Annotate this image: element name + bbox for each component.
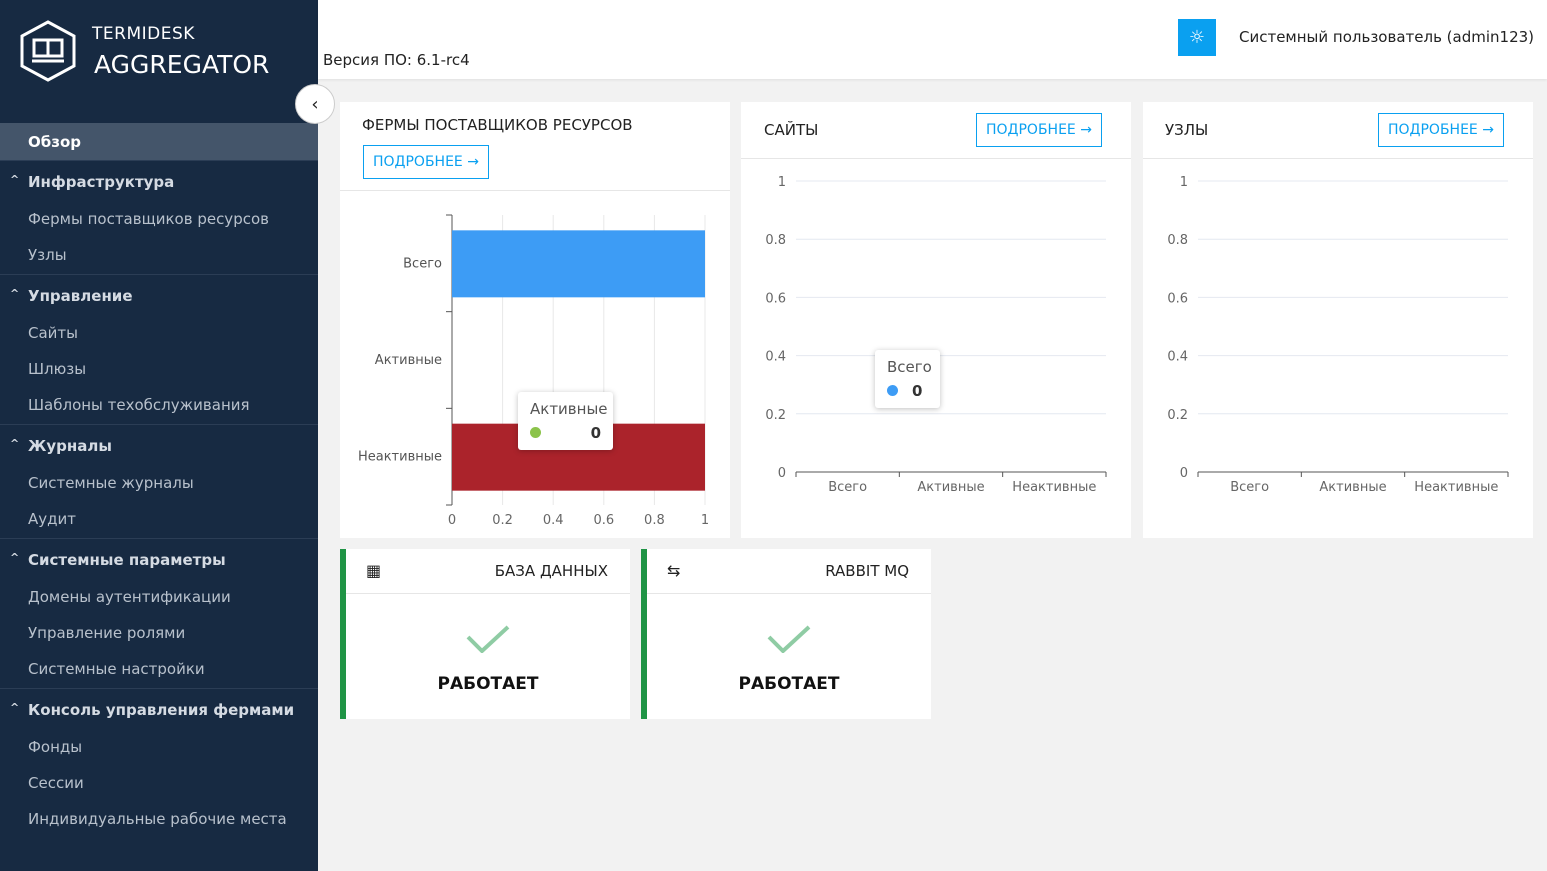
sidebar-item[interactable]: Домены аутентификации <box>28 588 231 606</box>
y-category-label: Неактивные <box>358 450 442 465</box>
swap-arrows-icon: ⇆ <box>667 561 681 580</box>
user-menu[interactable]: Системный пользователь (admin123) ⌄ <box>1239 28 1547 46</box>
y-tick-label: 0 <box>778 466 786 481</box>
farms-chart: 0 0.2 0.4 0.6 0.8 1 Всего Активные Неактивные <box>358 214 709 528</box>
logo-icon <box>20 20 76 82</box>
y-tick-label: 0.8 <box>765 233 786 248</box>
chevron-left-icon: ‹ <box>311 93 319 115</box>
user-name: Системный пользователь (admin123) <box>1239 28 1535 46</box>
database-icon: ▦ <box>366 561 382 580</box>
sidebar-group[interactable]: ^ Системные параметры <box>0 538 318 580</box>
y-tick-label: 0.2 <box>765 408 786 423</box>
x-tick-label: 1 <box>701 513 709 528</box>
y-tick-label: 0.6 <box>765 291 786 306</box>
sidebar-nav: Обзор ^ Инфраструктура Фермы поставщиков р… <box>0 123 318 838</box>
divider <box>1143 158 1533 159</box>
check-icon <box>767 625 811 653</box>
sidebar-item[interactable]: Фонды <box>28 738 83 756</box>
x-tick-label: 0.4 <box>543 513 564 528</box>
y-tick-label: 1 <box>778 175 786 190</box>
sidebar-item[interactable]: Узлы <box>28 246 67 264</box>
sites-details-button[interactable]: ПОДРОБНЕЕ → <box>976 113 1102 147</box>
sidebar-item[interactable]: Шаблоны техобслуживания <box>28 396 250 414</box>
arrow-right-icon: → <box>1482 122 1494 138</box>
sidebar-group[interactable]: ^ Журналы <box>0 424 318 466</box>
check-icon <box>466 625 510 653</box>
chevron-up-icon: ^ <box>10 701 20 714</box>
sidebar-item[interactable]: Аудит <box>28 510 76 528</box>
theme-toggle-button[interactable]: ☼ <box>1178 19 1216 56</box>
sidebar-item[interactable]: Сессии <box>28 774 84 792</box>
chart-tooltip: Активные 0 <box>518 392 613 450</box>
rabbitmq-status-card: ⇆ RABBIT MQ РАБОТАЕТ <box>641 549 931 719</box>
card-title: УЗЛЫ <box>1165 121 1209 139</box>
nodes-details-button[interactable]: ПОДРОБНЕЕ → <box>1378 113 1504 147</box>
sidebar-item[interactable]: Шлюзы <box>28 360 87 378</box>
brand-top: TERMIDESK <box>92 24 195 44</box>
sidebar-item[interactable]: Фермы поставщиков ресурсов <box>28 210 269 228</box>
service-status: РАБОТАЕТ <box>437 674 539 694</box>
sidebar-item[interactable]: Системные настройки <box>28 660 205 678</box>
x-tick-label: 0 <box>448 513 456 528</box>
sidebar-item[interactable]: Индивидуальные рабочие места <box>28 810 287 828</box>
sites-card: САЙТЫ ПОДРОБНЕЕ → 0 0.2 0.4 0.6 0.8 1 Всего Акт… <box>741 102 1131 538</box>
database-status-card: ▦ БАЗА ДАННЫХ РАБОТАЕТ <box>340 549 630 719</box>
sun-icon: ☼ <box>1188 27 1206 48</box>
x-tick-label: 0.8 <box>644 513 665 528</box>
service-status: РАБОТАЕТ <box>738 674 840 694</box>
header: Версия ПО: 6.1-rc4 ☼ Системный пользоват… <box>318 0 1547 79</box>
sidebar-item[interactable]: Системные журналы <box>28 474 194 492</box>
divider <box>340 190 730 191</box>
sidebar-item[interactable]: Сайты <box>28 324 78 342</box>
divider <box>741 158 1131 159</box>
y-tick-label: 0 <box>1180 466 1188 481</box>
chevron-up-icon: ^ <box>10 551 20 564</box>
y-category-label: Активные <box>375 353 442 368</box>
logo: TERMIDESK AGGREGATOR <box>20 20 269 82</box>
y-tick-label: 0.4 <box>1167 350 1188 365</box>
farms-card: ФЕРМЫ ПОСТАВЩИКОВ РЕСУРСОВ ПОДРОБНЕЕ → 0… <box>340 102 730 538</box>
collapse-sidebar-button[interactable]: ‹ <box>295 84 335 124</box>
x-category-label: Неактивные <box>1414 480 1498 495</box>
legend-dot <box>887 385 898 396</box>
x-category-label: Неактивные <box>1012 480 1096 495</box>
chevron-up-icon: ^ <box>10 287 20 300</box>
x-tick-label: 0.6 <box>593 513 614 528</box>
chevron-up-icon: ^ <box>10 437 20 450</box>
sidebar-group[interactable]: ^ Консоль управления фермами <box>0 688 318 730</box>
arrow-right-icon: → <box>467 154 479 170</box>
sidebar: TERMIDESK AGGREGATOR Обзор ^ Инфраструкту… <box>0 0 318 871</box>
legend-dot <box>530 427 541 438</box>
x-category-label: Всего <box>1230 480 1269 495</box>
x-category-label: Активные <box>1319 480 1386 495</box>
x-category-label: Всего <box>828 480 867 495</box>
chevron-down-icon: ⌄ <box>1545 32 1547 45</box>
arrow-right-icon: → <box>1080 122 1092 138</box>
service-name: RABBIT MQ <box>825 562 909 580</box>
farms-details-button[interactable]: ПОДРОБНЕЕ → <box>363 145 489 179</box>
chart-tooltip: Всего 0 <box>875 350 940 408</box>
sidebar-group[interactable]: ^ Инфраструктура <box>0 160 318 202</box>
sites-chart: 0 0.2 0.4 0.6 0.8 1 Всего Активные Неактивные <box>765 175 1107 495</box>
service-name: БАЗА ДАННЫХ <box>494 562 608 580</box>
y-tick-label: 0.6 <box>1167 291 1188 306</box>
version-label: Версия ПО: 6.1-rc4 <box>323 51 470 69</box>
y-tick-label: 0.2 <box>1167 408 1188 423</box>
y-tick-label: 0.4 <box>765 350 786 365</box>
card-title: САЙТЫ <box>764 121 819 139</box>
brand-bottom: AGGREGATOR <box>94 50 270 79</box>
sidebar-item[interactable]: Управление ролями <box>28 624 186 642</box>
card-title: ФЕРМЫ ПОСТАВЩИКОВ РЕСУРСОВ <box>362 116 633 134</box>
x-category-label: Активные <box>917 480 984 495</box>
bar <box>452 230 705 298</box>
y-tick-label: 0.8 <box>1167 233 1188 248</box>
x-tick-label: 0.2 <box>492 513 513 528</box>
sidebar-item-overview[interactable]: Обзор <box>0 123 318 160</box>
nodes-chart: 0 0.2 0.4 0.6 0.8 1 Всего Активные Неактивные <box>1167 175 1509 495</box>
sidebar-group[interactable]: ^ Управление <box>0 274 318 316</box>
chevron-up-icon: ^ <box>10 173 20 186</box>
nodes-card: УЗЛЫ ПОДРОБНЕЕ → 0 0.2 0.4 0.6 0.8 1 Всего Акти… <box>1143 102 1533 538</box>
y-tick-label: 1 <box>1180 175 1188 190</box>
y-category-label: Всего <box>403 256 442 271</box>
